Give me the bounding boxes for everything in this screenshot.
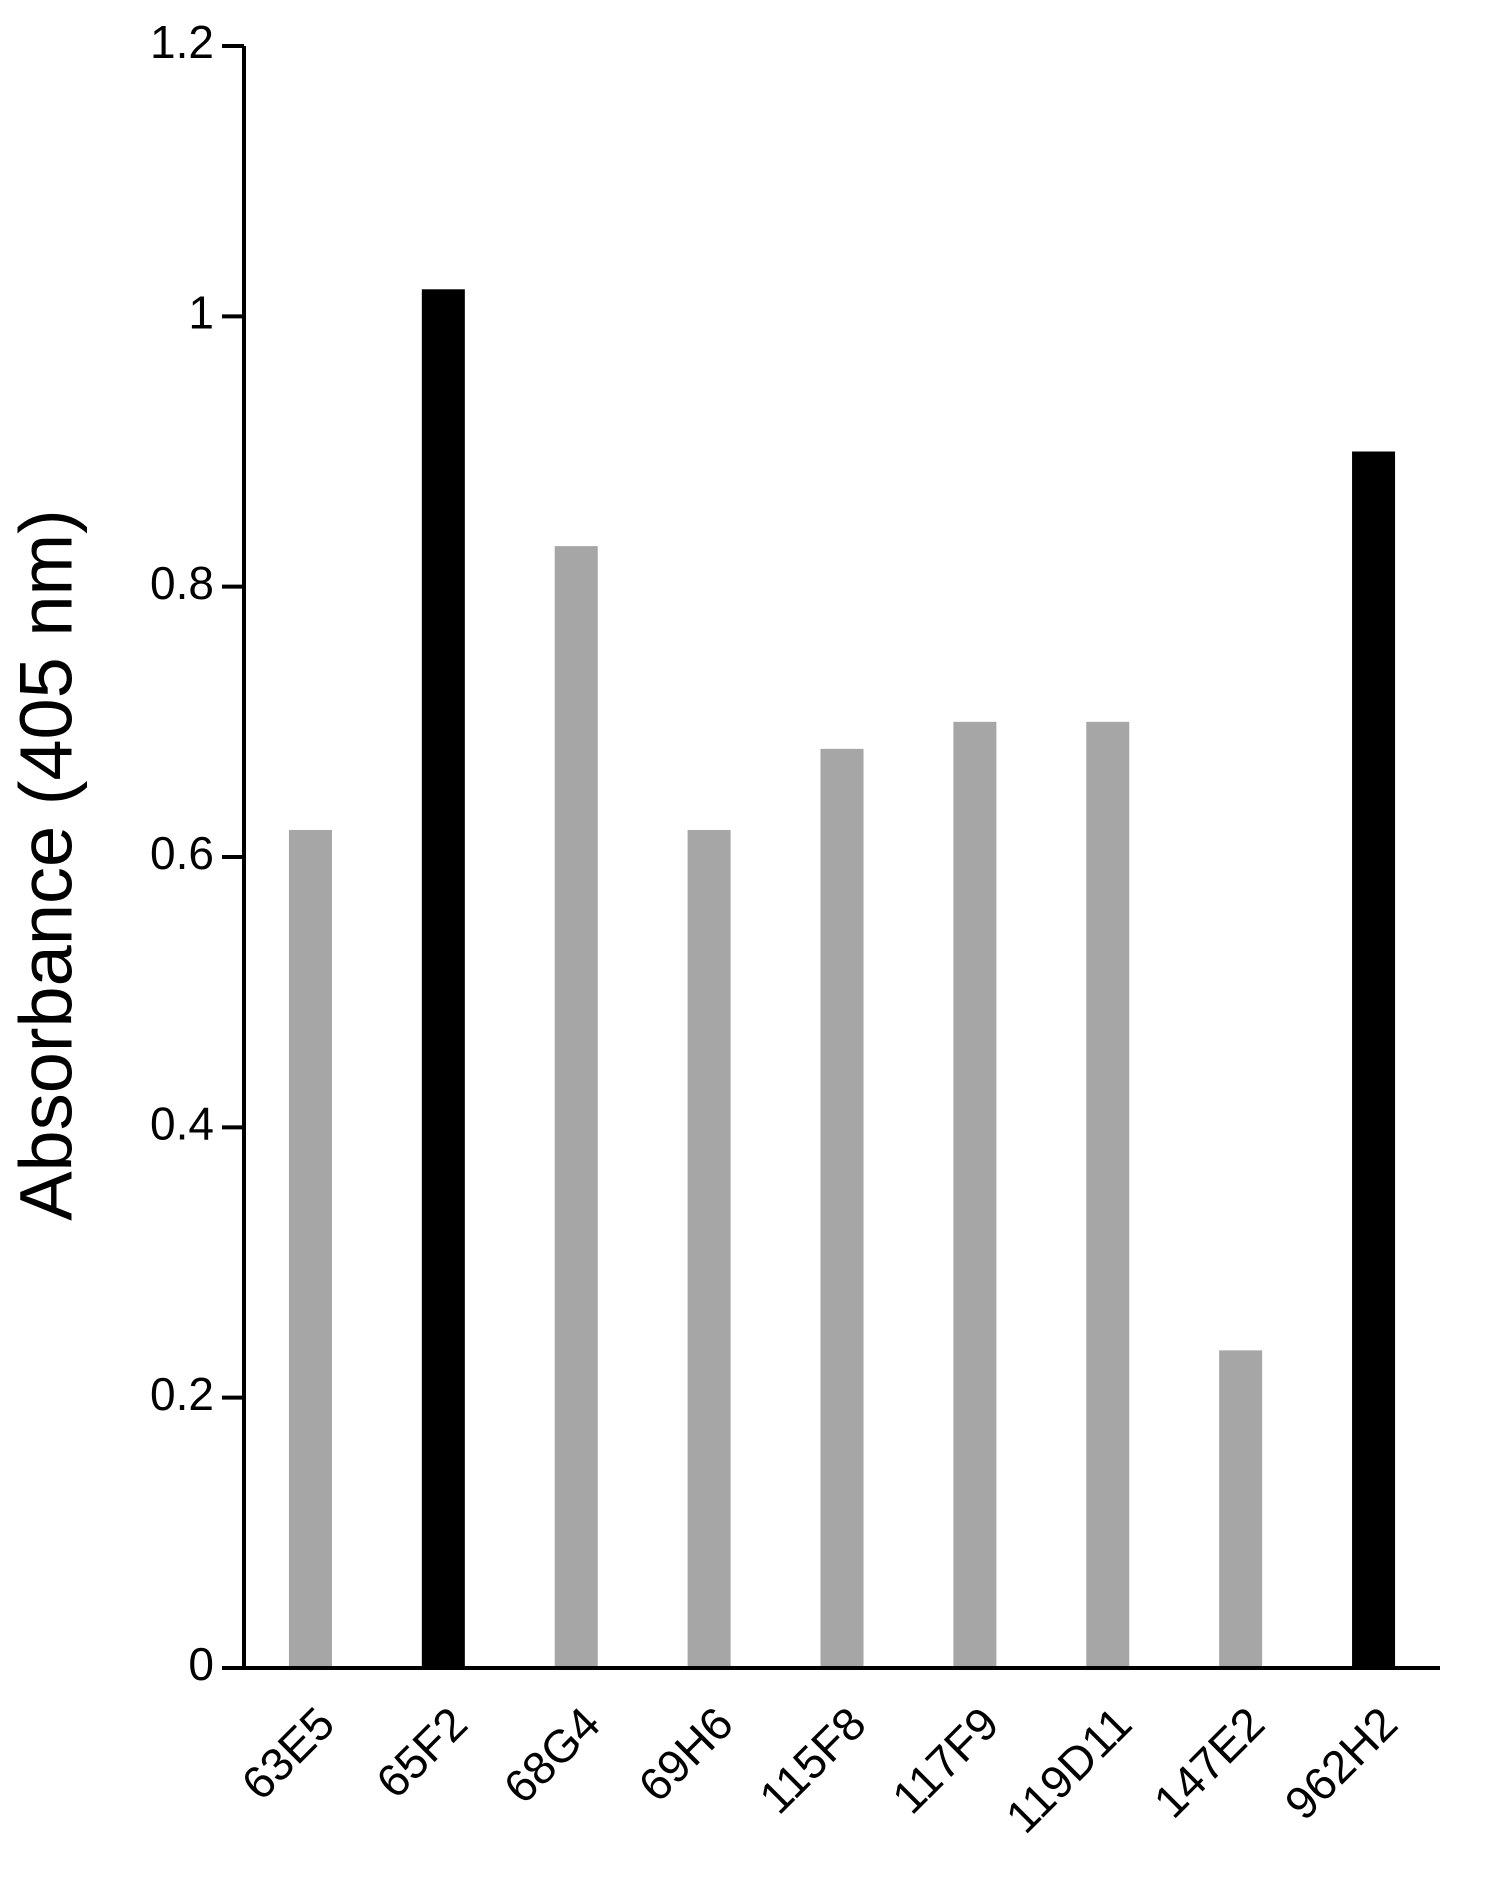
bar bbox=[820, 748, 864, 1668]
y-tick-label: 0 bbox=[188, 1638, 214, 1690]
bar bbox=[1219, 1350, 1263, 1668]
y-tick-label: 0.4 bbox=[150, 1097, 214, 1149]
bar bbox=[687, 829, 731, 1668]
x-tick-label: 147E2 bbox=[1144, 1697, 1275, 1828]
bar bbox=[953, 721, 997, 1668]
bar bbox=[421, 289, 465, 1668]
y-tick-label: 0.6 bbox=[150, 827, 214, 879]
bar bbox=[288, 829, 332, 1668]
x-tick-label: 65F2 bbox=[366, 1697, 477, 1808]
x-tick-label: 63E5 bbox=[231, 1697, 344, 1810]
x-tick-label: 69H6 bbox=[628, 1697, 743, 1812]
x-tick-label: 117F9 bbox=[882, 1697, 1009, 1824]
y-tick-label: 0.8 bbox=[150, 557, 214, 609]
x-tick-label: 115F8 bbox=[749, 1697, 876, 1824]
bar bbox=[1086, 721, 1130, 1668]
y-tick-label: 0.2 bbox=[150, 1368, 214, 1420]
y-tick-label: 1 bbox=[188, 286, 214, 338]
y-axis-label: Absorbance (405 nm) bbox=[5, 509, 88, 1221]
x-tick-label: 962H2 bbox=[1275, 1697, 1408, 1830]
y-tick-label: 1.2 bbox=[150, 16, 214, 68]
x-tick-label: 119D11 bbox=[996, 1697, 1142, 1843]
x-tick-label: 68G4 bbox=[494, 1697, 610, 1813]
bar bbox=[1352, 451, 1396, 1668]
bar bbox=[554, 546, 598, 1668]
